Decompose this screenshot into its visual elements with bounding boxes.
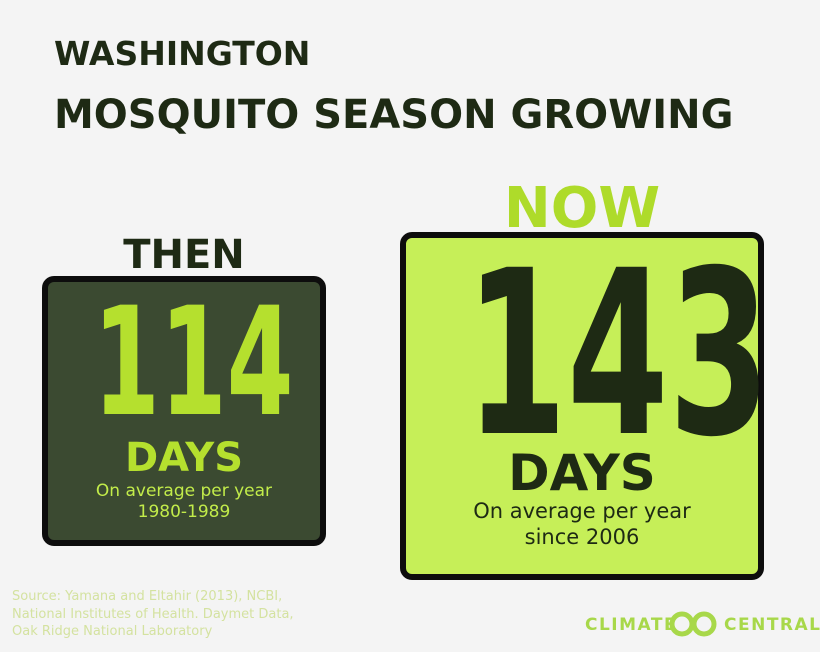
source: Source: Yamana and Eltahir (2013), NCBI,… — [12, 589, 294, 640]
now-unit: DAYS — [508, 444, 656, 502]
now-note-line: On average per year — [473, 499, 691, 523]
title: MOSQUITO SEASON GROWING — [54, 92, 734, 138]
then-period: 1980-1989 — [137, 502, 231, 523]
then-note: On average per year 1980-1989 — [42, 481, 326, 524]
then-label: THEN — [123, 232, 245, 278]
brand-logo — [669, 611, 717, 637]
then-panel — [42, 276, 326, 546]
logo-ring — [669, 611, 695, 637]
then-unit: DAYS — [124, 435, 244, 481]
now-label: NOW — [503, 176, 661, 241]
then-note-line: On average per year — [95, 481, 273, 501]
brand-left: CLIMATE — [585, 615, 678, 635]
logo-ring — [691, 611, 717, 637]
then-value: 114 — [93, 276, 294, 450]
brand-right: CENTRAL — [724, 615, 820, 635]
now-period: since 2006 — [524, 525, 640, 550]
now-panel — [400, 232, 764, 580]
region: WASHINGTON — [54, 34, 311, 73]
now-note: On average per year since 2006 — [400, 498, 764, 551]
now-value: 143 — [465, 221, 771, 487]
